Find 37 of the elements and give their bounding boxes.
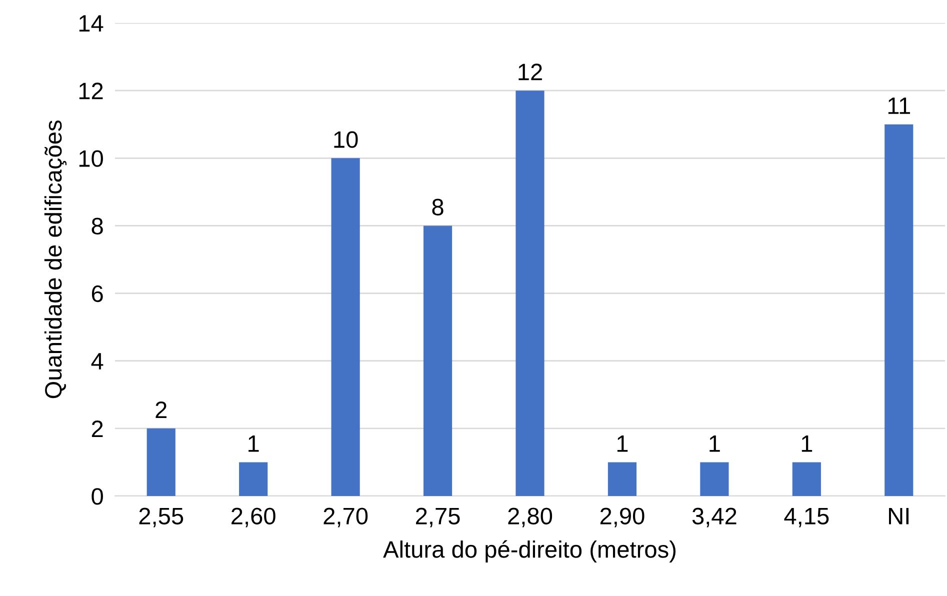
x-tick-label: 2,75 [416,508,460,528]
data-label: 1 [617,436,628,452]
x-tick-label: 2,55 [139,508,184,528]
x-tick-label: 2,70 [324,508,368,528]
bar [792,462,821,496]
x-tick-label: NI [889,508,909,524]
bar [700,462,729,496]
x-tick-label: 3,42 [692,508,736,528]
y-tick-label: 8 [92,218,103,234]
data-label: 10 [334,131,358,148]
data-label: 1 [710,436,720,452]
data-label: 8 [432,198,444,216]
y-tick-label: 2 [92,420,103,437]
bar [423,226,452,496]
bar [239,462,268,496]
y-tick-label: 10 [79,150,103,167]
bar [516,90,544,496]
data-label: 12 [518,64,542,80]
x-tick-label: 2,60 [232,508,276,528]
x-tick-label: 4,15 [784,508,829,528]
y-tick-label: 6 [92,285,103,302]
x-tick-label: 2,80 [508,508,552,528]
bar [331,158,360,496]
data-label: 11 [888,98,910,114]
y-tick-label: 4 [91,353,104,370]
x-tick-label: 2,90 [600,508,644,528]
y-axis-title: Quantidade de edificações [44,120,67,398]
data-label: 1 [248,436,259,452]
y-tick-label: 14 [79,15,104,32]
y-tick-label: 12 [79,82,103,100]
y-tick-label: 0 [92,488,103,505]
x-axis-title: Altura do pé-direito (metros) [383,540,676,563]
bar [146,428,176,496]
data-label: 1 [802,436,812,452]
bar [884,124,914,496]
data-label: 2 [156,401,166,418]
bar [608,462,637,496]
